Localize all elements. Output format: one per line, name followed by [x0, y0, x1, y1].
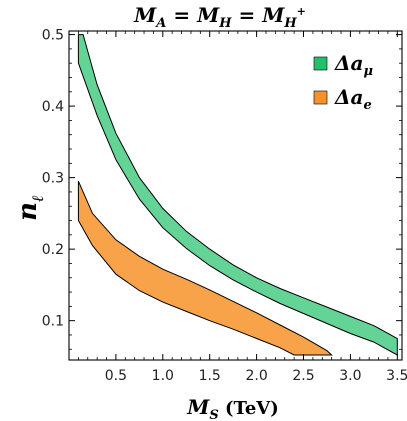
- x-tick-label: 3.5: [386, 368, 407, 384]
- y-axis-label: nℓ: [13, 195, 47, 221]
- x-tick-label: 3.0: [339, 368, 361, 384]
- y-tick-label: 0.5: [42, 28, 64, 44]
- x-axis-label: MS (TeV): [186, 395, 279, 421]
- axis-ticks: 0.5 1.0 1.5 2.0 2.5 3.0 3.5 0.1 0.2 0.3 0.4 0.5: [42, 28, 407, 384]
- y-tick-label: 0.1: [42, 314, 64, 330]
- bands-layer: [77, 34, 398, 356]
- chart-title: MA = MH = MH+: [133, 3, 306, 31]
- x-tick-label: 0.5: [105, 368, 127, 384]
- legend: Δaμ Δae: [313, 51, 373, 113]
- band-delta-a-mu: [77, 34, 398, 356]
- x-tick-label: 1.0: [152, 368, 174, 384]
- y-tick-label: 0.2: [42, 242, 64, 258]
- y-tick-label: 0.3: [42, 171, 64, 187]
- legend-swatch: [313, 56, 328, 71]
- y-tick-label: 0.4: [42, 99, 64, 115]
- legend-label: Δaμ: [334, 51, 373, 79]
- legend-swatch: [313, 90, 328, 105]
- band-delta-a-e: [77, 180, 333, 356]
- x-tick-label: 1.5: [199, 368, 221, 384]
- x-tick-label: 2.5: [292, 368, 314, 384]
- x-tick-label: 2.0: [245, 368, 267, 384]
- legend-label: Δae: [334, 85, 372, 113]
- plot-frame: [68, 30, 403, 361]
